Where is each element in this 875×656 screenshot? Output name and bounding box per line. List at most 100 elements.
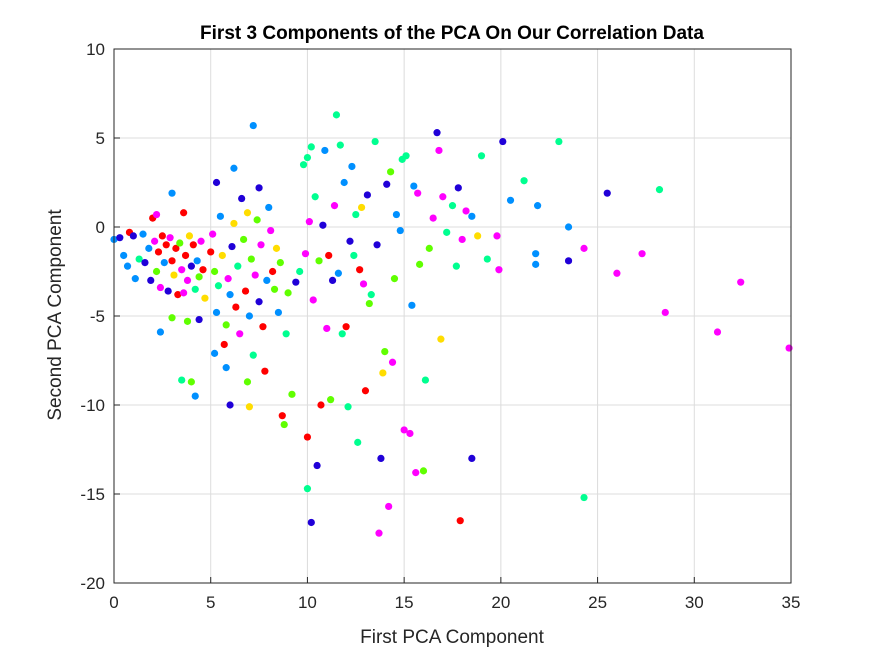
data-point — [270, 285, 279, 293]
data-point — [276, 259, 284, 267]
data-point — [226, 291, 234, 299]
data-point — [406, 429, 414, 438]
data-point — [443, 228, 451, 236]
data-point — [327, 396, 335, 404]
data-point — [309, 296, 317, 304]
data-point — [363, 191, 371, 199]
data-point — [152, 210, 161, 219]
data-point — [499, 137, 507, 146]
data-point — [713, 328, 722, 336]
data-point — [199, 266, 207, 274]
data-point — [315, 257, 323, 265]
data-point — [131, 275, 139, 283]
data-point — [456, 517, 464, 525]
data-point — [178, 376, 186, 384]
data-point — [495, 266, 503, 274]
y-tick-label: 0 — [96, 218, 105, 237]
data-point — [253, 216, 261, 224]
y-tick-label: -20 — [80, 574, 105, 593]
x-tick-label: 35 — [782, 593, 801, 612]
data-point — [468, 212, 476, 220]
data-point — [303, 153, 312, 162]
data-point — [168, 314, 176, 322]
data-point — [520, 177, 528, 185]
data-point — [280, 420, 288, 429]
data-point — [230, 219, 238, 228]
data-point — [371, 137, 379, 146]
data-point — [151, 237, 159, 245]
data-point — [433, 129, 441, 137]
data-point — [243, 209, 252, 217]
data-point — [201, 294, 209, 302]
data-point — [737, 278, 745, 286]
data-point — [564, 257, 573, 265]
data-point — [230, 164, 238, 172]
x-tick-label: 20 — [491, 593, 510, 612]
data-point — [234, 262, 242, 270]
x-tick-label: 10 — [298, 593, 317, 612]
data-point — [532, 250, 540, 258]
data-point — [145, 244, 153, 252]
data-point — [239, 235, 248, 244]
data-point — [288, 390, 296, 398]
data-point — [437, 335, 445, 343]
data-point — [435, 146, 443, 155]
data-point — [412, 469, 420, 477]
y-tick-label: -15 — [80, 485, 105, 504]
data-point — [154, 248, 163, 256]
data-point — [655, 186, 664, 194]
data-point — [135, 255, 143, 263]
data-point — [419, 467, 428, 475]
data-point — [330, 202, 339, 210]
data-point — [249, 351, 257, 359]
data-point — [311, 193, 319, 201]
data-point — [580, 493, 588, 502]
data-point — [172, 244, 180, 252]
data-point — [249, 121, 257, 130]
y-tick-labels: 10 5 0 -5 -10 -15 -20 — [80, 40, 105, 593]
data-point — [257, 241, 265, 249]
data-point — [383, 180, 391, 188]
data-point — [228, 242, 236, 251]
data-point — [421, 376, 430, 384]
data-point — [603, 189, 611, 197]
data-point — [361, 387, 370, 395]
data-point — [429, 214, 437, 222]
data-point — [292, 278, 300, 286]
data-point — [245, 403, 253, 411]
data-point — [638, 250, 646, 258]
data-point — [425, 244, 433, 252]
data-point — [238, 194, 246, 203]
chart-title: First 3 Components of the PCA On Our Cor… — [200, 23, 704, 44]
data-point — [193, 257, 201, 265]
data-point — [332, 111, 341, 119]
data-point — [116, 234, 124, 242]
data-point — [321, 146, 329, 155]
data-point — [232, 303, 240, 311]
data-point — [197, 237, 205, 245]
data-point — [141, 259, 149, 267]
data-point — [396, 226, 404, 235]
data-point — [156, 328, 165, 336]
data-point — [220, 340, 228, 349]
data-point — [379, 369, 387, 377]
data-point — [325, 251, 333, 260]
data-point — [334, 269, 342, 277]
data-point — [477, 152, 486, 160]
y-tick-label: 5 — [96, 129, 105, 148]
data-point — [328, 276, 337, 284]
data-point — [402, 152, 410, 160]
data-point — [354, 438, 362, 446]
data-point — [272, 244, 281, 252]
data-point — [269, 267, 277, 276]
data-point — [282, 330, 290, 338]
data-point — [166, 234, 174, 242]
x-tick-label: 5 — [206, 593, 215, 612]
data-point — [241, 287, 250, 295]
data-point — [181, 251, 190, 260]
data-point — [506, 196, 515, 204]
data-points — [110, 111, 793, 537]
data-point — [377, 454, 385, 462]
data-point — [222, 321, 230, 329]
